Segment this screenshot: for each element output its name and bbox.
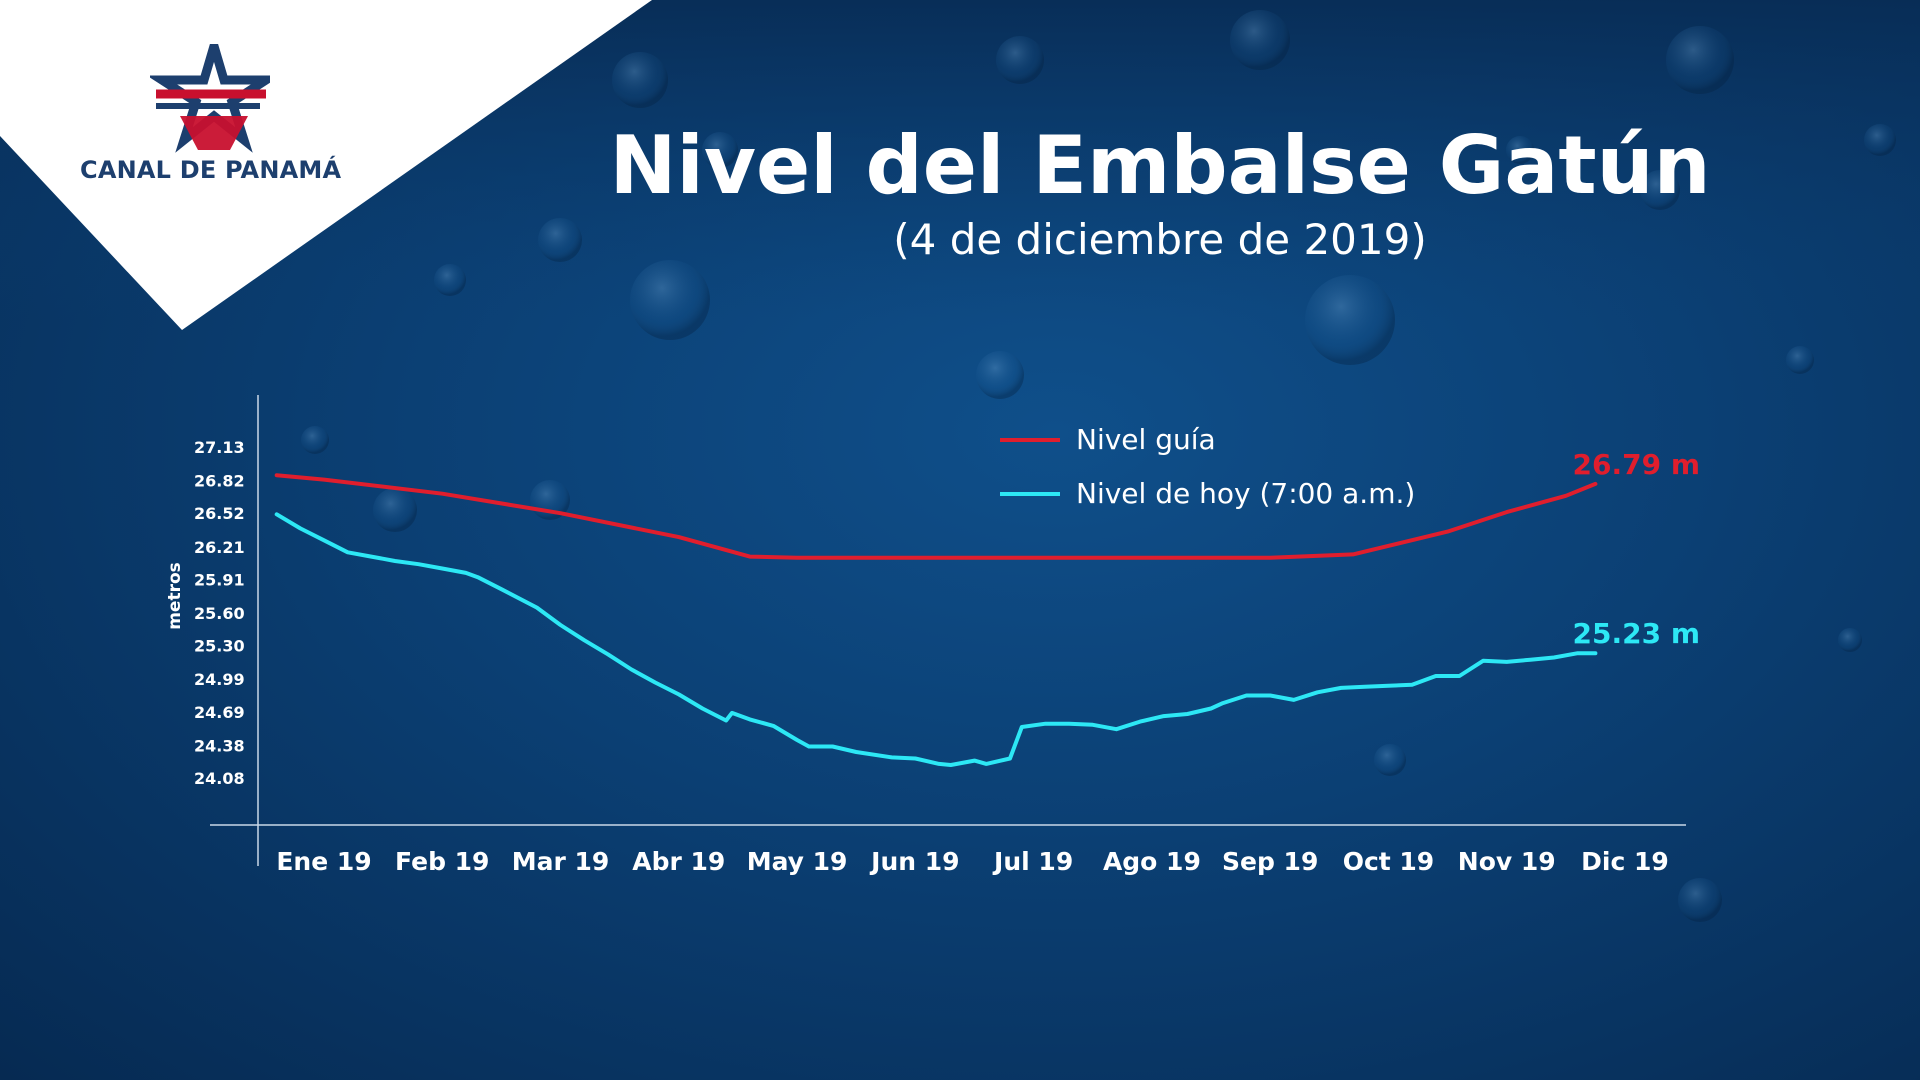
y-tick-label: 25.30 [194,637,245,656]
x-tick-label: Feb 19 [395,847,489,876]
logo-wordmark: CANAL DE PANAMÁ [80,156,342,184]
x-tick-label: Mar 19 [512,847,610,876]
x-tick-label: Ene 19 [276,847,371,876]
y-axis-title: metros [165,562,185,630]
x-tick-label: May 19 [747,847,848,876]
y-tick-label: 24.99 [194,670,245,689]
y-tick-label: 26.52 [194,504,245,523]
series-end-label: 26.79 m [1573,448,1701,481]
x-tick-label: Dic 19 [1581,847,1669,876]
y-tick-label: 27.13 [194,438,245,457]
y-tick-label: 26.82 [194,472,245,491]
y-tick-label: 24.38 [194,736,245,755]
x-tick-label: Sep 19 [1222,847,1318,876]
x-tick-label: Nov 19 [1458,847,1556,876]
x-tick-label: Abr 19 [632,847,725,876]
y-tick-label: 24.08 [194,769,245,788]
x-tick-label: Jun 19 [869,847,959,876]
y-tick-label: 26.21 [194,538,245,557]
x-tick-label: Oct 19 [1343,847,1435,876]
series-line-nivel-hoy [274,512,1598,767]
y-tick-label: 25.60 [194,604,245,623]
y-tick-label: 24.69 [194,703,245,722]
x-tick-label: Ago 19 [1103,847,1201,876]
page-title: Nivel del Embalse Gatún [609,119,1711,212]
series-line-nivel-guia [274,473,1598,560]
series-end-label: 25.23 m [1573,617,1701,650]
x-tick-label: Jul 19 [992,847,1073,876]
legend-label: Nivel de hoy (7:00 a.m.) [1076,477,1415,510]
y-tick-label: 25.91 [194,570,245,589]
page-subtitle: (4 de diciembre de 2019) [893,215,1427,264]
legend-label: Nivel guía [1076,423,1216,456]
canal-star-logo [150,44,270,153]
